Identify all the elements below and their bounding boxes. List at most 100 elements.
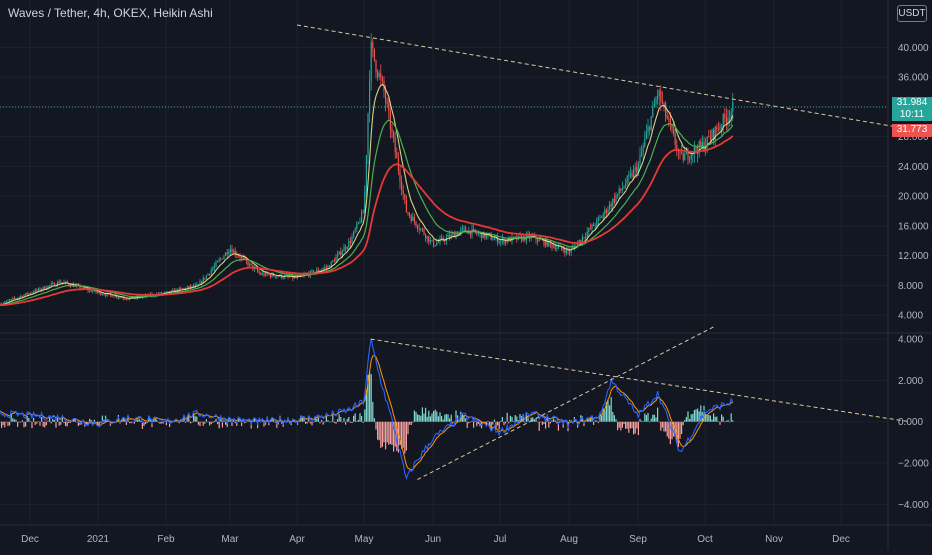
candle-body xyxy=(20,296,22,298)
candle-body xyxy=(364,190,366,213)
histogram-bar xyxy=(317,417,319,422)
histogram-bar xyxy=(689,419,691,422)
candle-body xyxy=(210,270,212,274)
histogram-bar xyxy=(602,408,604,422)
candle-body xyxy=(122,297,124,299)
candle-body xyxy=(650,116,652,130)
histogram-bar xyxy=(487,420,489,422)
candle-body xyxy=(61,282,63,283)
histogram-bar xyxy=(236,421,238,426)
histogram-bar xyxy=(380,421,382,448)
histogram-bar xyxy=(7,421,9,426)
histogram-bar xyxy=(625,421,627,429)
time-axis-label: Nov xyxy=(765,534,783,545)
osc-support-trendline xyxy=(417,326,715,481)
histogram-bar xyxy=(130,421,132,424)
histogram-bar xyxy=(327,420,329,422)
candle-body xyxy=(119,297,121,299)
histogram-bar xyxy=(333,421,335,423)
histogram-bar xyxy=(409,421,411,425)
candle-body xyxy=(423,229,425,235)
candle-body xyxy=(641,151,643,156)
candle-body xyxy=(41,289,43,291)
candle-body xyxy=(186,287,188,290)
osc-axis-label: 0.000 xyxy=(898,417,923,428)
histogram-bar xyxy=(618,421,620,428)
histogram-bar xyxy=(231,421,233,426)
histogram-bar xyxy=(44,421,46,428)
candle-body xyxy=(505,239,507,244)
candle-body xyxy=(565,249,567,253)
histogram-bar xyxy=(549,421,551,424)
candle-body xyxy=(642,146,644,152)
candle-body xyxy=(473,228,475,230)
histogram-bar xyxy=(29,421,31,422)
candle-body xyxy=(674,133,676,145)
candle-body xyxy=(657,95,659,99)
histogram-bar xyxy=(540,421,542,423)
candle-body xyxy=(97,292,99,294)
candle-body xyxy=(236,254,238,256)
histogram-bar xyxy=(705,413,707,422)
candle-body xyxy=(274,276,276,278)
histogram-bar xyxy=(629,421,631,429)
candle-body xyxy=(258,271,260,274)
histogram-bar xyxy=(396,421,398,451)
histogram-bar xyxy=(503,421,505,426)
candle-body xyxy=(202,277,204,283)
histogram-bar xyxy=(351,421,353,423)
histogram-bar xyxy=(593,421,595,425)
candle-body xyxy=(543,239,545,246)
candle-body xyxy=(159,292,161,295)
candle-body xyxy=(482,232,484,239)
histogram-bar xyxy=(343,417,345,422)
histogram-bar xyxy=(708,414,710,422)
histogram-bar xyxy=(1,421,3,428)
histogram-bar xyxy=(505,421,507,424)
histogram-bar xyxy=(12,418,14,422)
candle-body xyxy=(237,255,239,257)
candle-body xyxy=(25,293,27,296)
histogram-bar xyxy=(15,419,17,422)
histogram-bar xyxy=(669,421,671,445)
histogram-bar xyxy=(261,419,263,422)
candle-body xyxy=(23,295,25,297)
currency-label[interactable]: USDT xyxy=(897,5,927,22)
histogram-bar xyxy=(274,421,276,423)
histogram-bar xyxy=(594,420,596,422)
histogram-bar xyxy=(599,413,601,422)
histogram-bar xyxy=(554,420,556,422)
candle-body xyxy=(602,214,604,218)
candle-body xyxy=(333,260,335,262)
candle-body xyxy=(353,231,355,237)
histogram-bar xyxy=(407,421,409,435)
histogram-bar xyxy=(289,421,291,424)
histogram-bar xyxy=(709,415,711,422)
candle-body xyxy=(433,240,435,247)
candle-body xyxy=(690,154,692,160)
candle-body xyxy=(28,293,30,295)
histogram-bar xyxy=(213,420,215,422)
candle-body xyxy=(561,246,563,249)
histogram-bar xyxy=(349,421,351,423)
histogram-bar xyxy=(681,421,683,435)
candle-body xyxy=(226,252,228,255)
histogram-bar xyxy=(71,421,73,423)
candle-body xyxy=(375,60,377,73)
candle-body xyxy=(444,240,446,242)
histogram-bar xyxy=(591,417,593,422)
histogram-bar xyxy=(141,421,143,430)
candle-body xyxy=(684,154,686,161)
candle-body xyxy=(410,216,412,221)
candle-body xyxy=(348,241,350,248)
candle-body xyxy=(172,289,174,291)
histogram-bar xyxy=(365,390,367,422)
candle-body xyxy=(332,260,334,262)
candle-body xyxy=(113,296,115,298)
candle-body xyxy=(103,294,105,296)
histogram-bar xyxy=(348,417,350,422)
candle-body xyxy=(63,282,65,283)
histogram-bar xyxy=(241,421,243,426)
